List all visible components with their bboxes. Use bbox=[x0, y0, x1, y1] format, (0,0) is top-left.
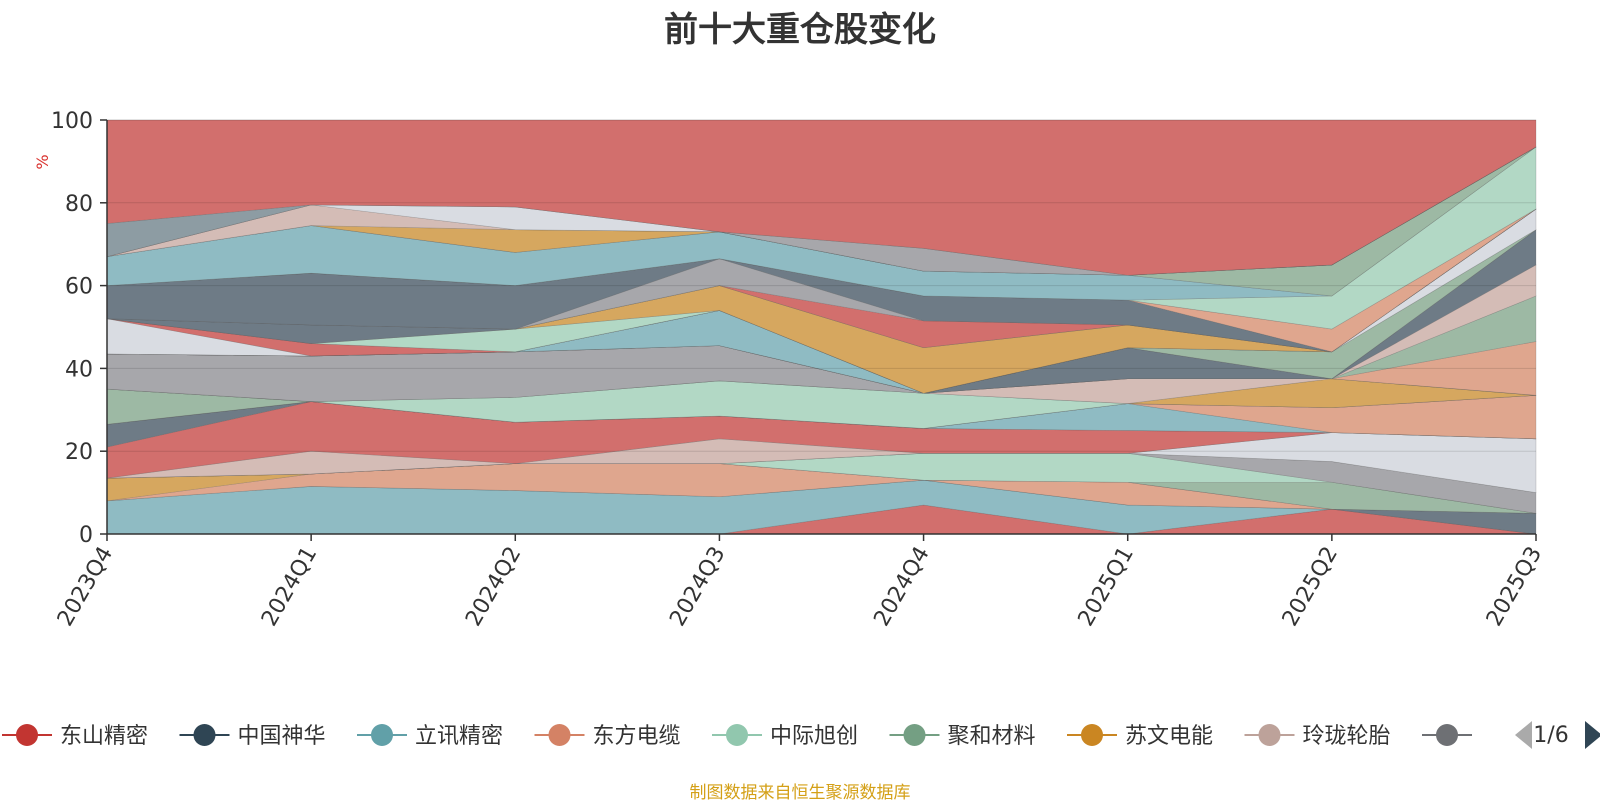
x-tick-label: 2025Q2 bbox=[1278, 543, 1343, 631]
x-tick-label: 2025Q1 bbox=[1074, 543, 1139, 631]
legend-marker-icon bbox=[1258, 724, 1281, 746]
legend-label: 玲珑轮胎 bbox=[1303, 724, 1391, 749]
legend-label: 东山精密 bbox=[60, 724, 148, 749]
legend-label: 中国神华 bbox=[238, 724, 326, 749]
chart-title: 前十大重仓股变化 bbox=[664, 10, 936, 50]
legend-marker-icon bbox=[371, 724, 393, 746]
legend-item[interactable]: 聚和材料 bbox=[889, 724, 1036, 749]
legend-label: 苏文电能 bbox=[1125, 724, 1213, 749]
legend-marker-icon bbox=[16, 724, 38, 746]
legend-marker-icon bbox=[548, 724, 571, 746]
legend-label: 东方电缆 bbox=[593, 724, 681, 749]
legend-item[interactable]: 东山精密 bbox=[2, 724, 148, 749]
legend-item[interactable]: 东方电缆 bbox=[534, 724, 681, 749]
source-note: 制图数据来自恒生聚源数据库 bbox=[689, 783, 911, 803]
y-tick-label: 100 bbox=[51, 109, 93, 134]
legend-label: 立讯精密 bbox=[415, 724, 503, 749]
legend-item[interactable]: 玲珑轮胎 bbox=[1244, 724, 1391, 749]
area-layer-32 bbox=[106, 208, 1537, 353]
legend-page-indicator: 1/6 bbox=[1533, 723, 1568, 748]
y-tick-label: 40 bbox=[65, 357, 93, 382]
area-layer-42 bbox=[106, 119, 1537, 276]
y-tick-label: 0 bbox=[79, 523, 93, 548]
legend-marker-icon bbox=[903, 724, 926, 746]
area-layer-34 bbox=[106, 146, 1537, 330]
x-tick-label: 2024Q3 bbox=[665, 543, 730, 631]
legend-pager[interactable]: 1/6 bbox=[1515, 721, 1600, 749]
legend-item[interactable]: 立讯精密 bbox=[357, 724, 503, 749]
x-tick-label: 2023Q4 bbox=[53, 543, 118, 631]
legend-label: 聚和材料 bbox=[948, 724, 1036, 749]
x-tick-label: 2024Q1 bbox=[257, 543, 322, 631]
area-layer-35 bbox=[106, 146, 1537, 301]
legend-item[interactable]: 中际旭创 bbox=[712, 724, 858, 749]
x-tick-label: 2025Q3 bbox=[1482, 543, 1547, 631]
legend-label: 中际旭创 bbox=[770, 724, 858, 749]
y-axis-label: % bbox=[33, 154, 52, 169]
legend-marker-icon bbox=[1436, 724, 1458, 746]
x-tick-label: 2024Q2 bbox=[461, 543, 526, 631]
area-layer-2 bbox=[106, 479, 1537, 535]
area-layer-25 bbox=[106, 208, 1537, 394]
area-layers bbox=[106, 119, 1537, 535]
legend-item[interactable]: 苏文电能 bbox=[1067, 724, 1213, 749]
legend-marker-icon bbox=[1081, 724, 1103, 746]
legend-item[interactable]: 中国神华 bbox=[179, 724, 326, 749]
x-tick-label: 2024Q4 bbox=[869, 543, 934, 631]
legend: 东山精密 中国神华 立讯精密 东方电缆 中际旭创 聚和材料 苏文电能 玲珑轮胎 bbox=[2, 724, 1472, 749]
legend-prev-icon[interactable] bbox=[1515, 721, 1532, 749]
y-tick-label: 80 bbox=[65, 192, 93, 217]
legend-marker-icon bbox=[193, 724, 216, 746]
legend-marker-icon bbox=[726, 724, 748, 746]
legend-item[interactable] bbox=[1422, 724, 1472, 746]
legend-next-icon[interactable] bbox=[1585, 721, 1600, 749]
y-tick-label: 60 bbox=[65, 275, 93, 300]
y-tick-label: 20 bbox=[65, 440, 93, 465]
